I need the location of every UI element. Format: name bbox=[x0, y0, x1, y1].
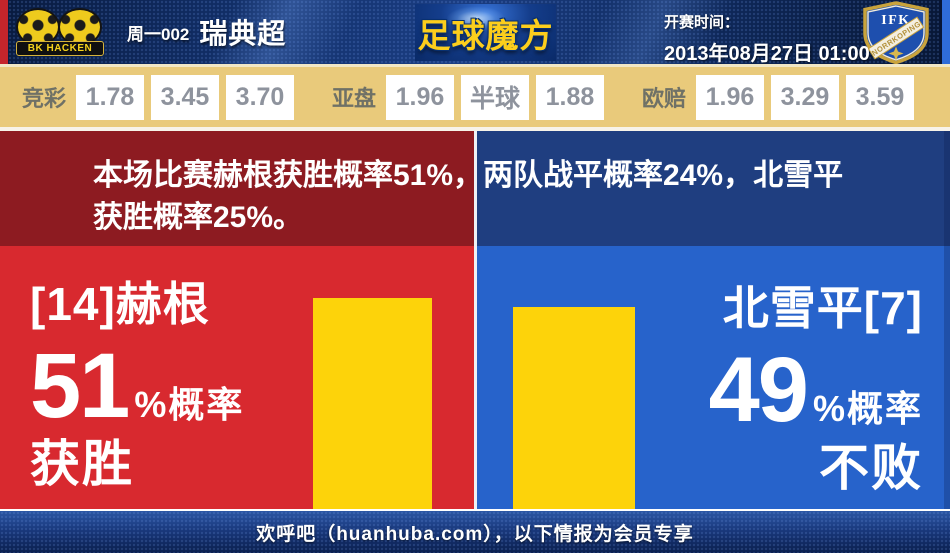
prediction-summary: 本场比赛赫根获胜概率51%，两队战平概率24%，北雪平 获胜概率25%。 bbox=[93, 155, 843, 239]
away-percent-value: 49 bbox=[708, 339, 809, 441]
home-probability-bar bbox=[313, 298, 432, 509]
odds-value: 3.70 bbox=[226, 74, 295, 120]
away-team-block: 北雪平[7] 49 %概率 不败 bbox=[709, 281, 923, 494]
header-separator bbox=[0, 64, 950, 67]
away-summary-band bbox=[476, 131, 950, 246]
away-team-logo: IFK NORRKOPING bbox=[851, 1, 941, 64]
kickoff-time: 2013年08月27日 01:00 bbox=[664, 43, 870, 64]
site-logo: 足球魔方 bbox=[415, 4, 556, 61]
summary-line-1: 本场比赛赫根获胜概率51%，两队战平概率24%，北雪平 bbox=[93, 159, 844, 192]
kickoff-info: 开赛时间： 2013年08月27日 01:00 bbox=[664, 11, 870, 64]
summary-line-2: 获胜概率25%。 bbox=[93, 201, 304, 234]
away-percent-row: 49 %概率 bbox=[709, 344, 923, 436]
home-team-logo-label: BK HACKEN bbox=[16, 41, 104, 56]
odds-separator bbox=[0, 127, 950, 131]
home-team-block: [14]赫根 51 %概率 获胜 bbox=[30, 277, 244, 490]
home-team-name: [14]赫根 bbox=[30, 278, 210, 330]
kickoff-label: 开赛时间： bbox=[664, 14, 740, 31]
odds-value: 3.59 bbox=[845, 74, 914, 120]
odds-value: 1.78 bbox=[76, 74, 145, 120]
site-logo-text: 足球魔方 bbox=[417, 16, 554, 54]
home-team-logo: BK HACKEN bbox=[16, 8, 104, 56]
header-bar: BK HACKEN 周一002 瑞典超 足球魔方 开赛时间： 2013年08月2… bbox=[0, 0, 950, 64]
odds-label: 竞彩 bbox=[22, 86, 67, 111]
footer-separator bbox=[0, 509, 950, 511]
league-name: 瑞典超 bbox=[199, 18, 287, 49]
svg-text:IFK: IFK bbox=[881, 13, 910, 28]
footer-text: 欢呼吧（huanhuba.com），以下情报为会员专享 bbox=[256, 523, 694, 545]
odds-value: 3.45 bbox=[151, 74, 220, 120]
home-percent-row: 51 %概率 bbox=[30, 340, 244, 432]
home-summary-band bbox=[0, 131, 476, 246]
odds-value: 半球 bbox=[461, 74, 529, 120]
odds-value: 1.88 bbox=[536, 74, 604, 120]
odds-label: 亚盘 bbox=[331, 86, 376, 111]
home-outcome-label: 获胜 bbox=[30, 436, 134, 492]
odds-value: 1.96 bbox=[386, 74, 454, 120]
away-outcome-label: 不败 bbox=[819, 440, 923, 496]
soccer-ball-icon bbox=[16, 8, 60, 46]
shield-icon: IFK NORRKOPING bbox=[863, 1, 929, 64]
left-edge-accent bbox=[0, 0, 8, 64]
right-edge-accent bbox=[939, 0, 950, 64]
panel-divider bbox=[474, 131, 477, 509]
match-number: 周一002 bbox=[127, 24, 190, 44]
away-team-name: 北雪平[7] bbox=[722, 282, 923, 334]
odds-group-oupei: 欧赔 1.96 3.29 3.59 bbox=[641, 74, 914, 120]
home-percent-suffix: %概率 bbox=[134, 384, 245, 425]
away-probability-bar bbox=[513, 307, 635, 509]
away-percent-suffix: %概率 bbox=[812, 388, 923, 429]
prediction-panel: 本场比赛赫根获胜概率51%，两队战平概率24%，北雪平 获胜概率25%。 [14… bbox=[0, 131, 950, 509]
odds-label: 欧赔 bbox=[641, 86, 686, 111]
match-info: 周一002 瑞典超 bbox=[127, 0, 286, 64]
odds-group-yapan: 亚盘 1.96 半球 1.88 bbox=[331, 74, 604, 120]
soccer-ball-icon bbox=[58, 8, 102, 46]
odds-value: 1.96 bbox=[695, 74, 764, 120]
odds-bar: 竞彩 1.78 3.45 3.70 亚盘 1.96 半球 1.88 欧赔 1.9… bbox=[0, 67, 950, 127]
odds-group-jingcai: 竞彩 1.78 3.45 3.70 bbox=[22, 74, 295, 120]
footer-bar: 欢呼吧（huanhuba.com），以下情报为会员专享 bbox=[0, 511, 950, 553]
odds-value: 3.29 bbox=[770, 74, 839, 120]
home-percent-value: 51 bbox=[30, 335, 130, 437]
